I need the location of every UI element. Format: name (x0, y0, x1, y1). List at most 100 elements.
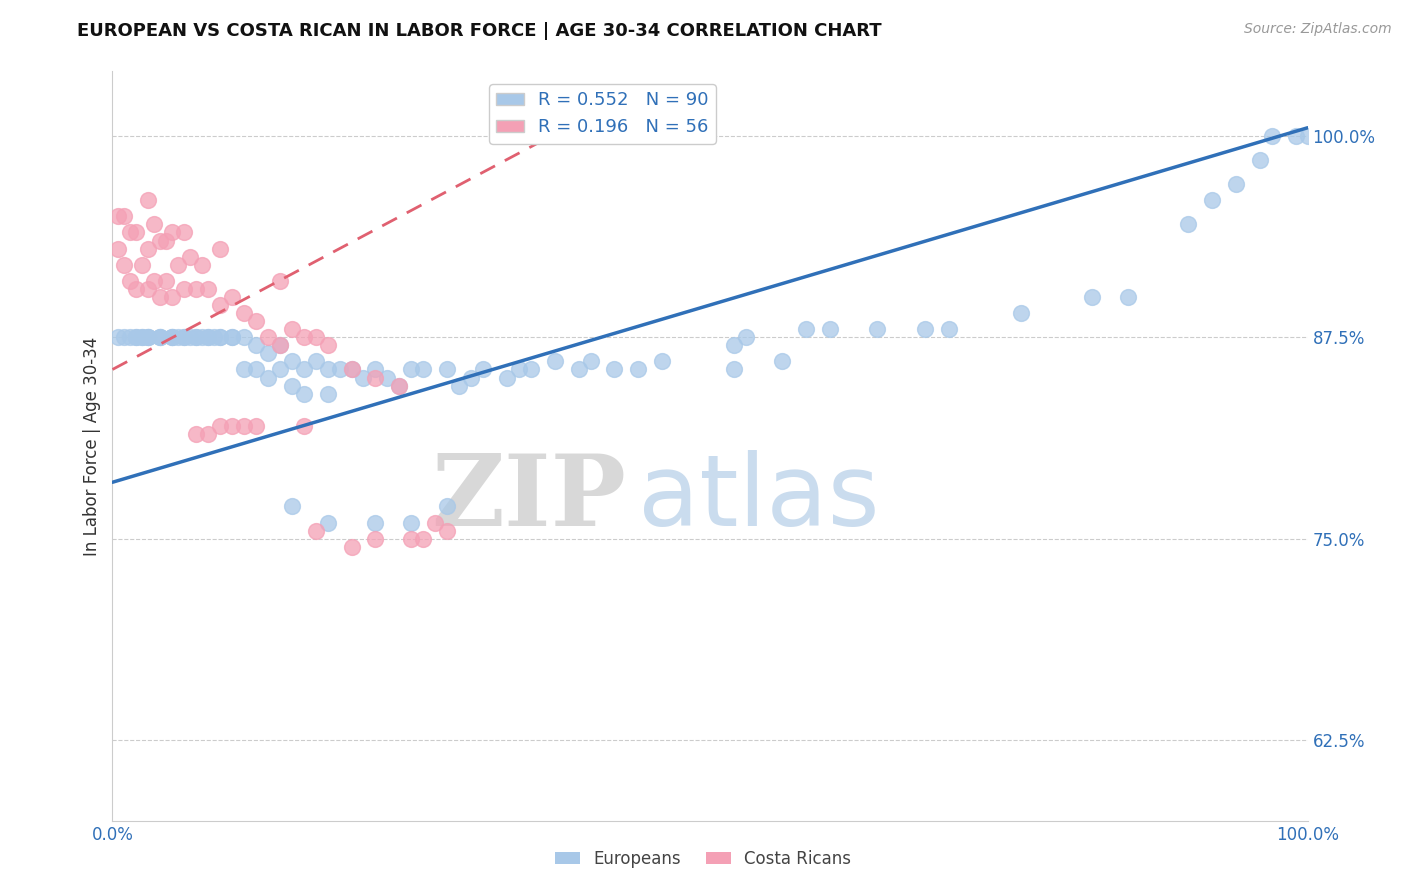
Point (281, 500, 304, 514)
Point (1261, 128, 1284, 143)
Point (1201, 194, 1223, 208)
Point (412, 532, 434, 546)
Point (114, 258, 135, 272)
Point (1081, 290, 1104, 304)
Point (143, 274, 166, 288)
Point (568, 362, 591, 376)
Point (191, 258, 214, 272)
Point (245, 418, 267, 433)
Point (914, 322, 936, 336)
Point (138, 330, 160, 344)
Point (401, 516, 423, 530)
Point (388, 378, 411, 392)
Point (281, 354, 304, 368)
Point (292, 362, 315, 376)
Point (364, 516, 387, 530)
Point (281, 378, 304, 392)
Point (1225, 177, 1247, 191)
Point (209, 330, 232, 344)
Point (352, 370, 374, 384)
Point (197, 330, 219, 344)
Point (155, 274, 177, 288)
Point (138, 282, 160, 296)
Point (202, 330, 225, 344)
Point (209, 330, 232, 344)
Point (364, 362, 387, 376)
Point (401, 362, 423, 376)
Point (233, 330, 256, 344)
Point (938, 322, 960, 336)
Point (281, 322, 304, 336)
Point (173, 226, 195, 240)
Point (197, 330, 219, 344)
Point (167, 330, 190, 344)
Point (292, 386, 315, 401)
Point (770, 354, 793, 368)
Point (107, 210, 129, 224)
Point (269, 338, 291, 352)
Point (167, 258, 190, 272)
Point (292, 418, 315, 433)
Point (627, 362, 650, 376)
Point (269, 274, 291, 288)
Point (131, 330, 153, 344)
Point (138, 330, 160, 344)
Point (496, 370, 519, 384)
Point (197, 282, 219, 296)
Point (191, 330, 214, 344)
Point (723, 362, 745, 376)
Point (173, 330, 195, 344)
Point (149, 290, 172, 304)
Point (125, 226, 148, 240)
Point (1177, 218, 1199, 232)
Point (173, 330, 195, 344)
Point (257, 370, 280, 384)
Point (233, 362, 256, 376)
Point (579, 354, 602, 368)
Point (735, 330, 758, 344)
Point (209, 298, 232, 312)
Point (186, 330, 208, 344)
Point (340, 362, 363, 376)
Point (120, 330, 142, 344)
Point (436, 500, 458, 514)
Point (155, 234, 177, 248)
Point (186, 426, 208, 441)
Point (1285, 128, 1308, 143)
Point (377, 370, 399, 384)
Point (233, 306, 256, 320)
Point (131, 258, 153, 272)
Point (245, 314, 267, 328)
Point (209, 418, 232, 433)
Point (818, 322, 841, 336)
Point (305, 354, 328, 368)
Point (138, 242, 160, 256)
Point (316, 362, 339, 376)
Point (305, 524, 328, 538)
Point (447, 378, 470, 392)
Point (316, 338, 339, 352)
Point (364, 532, 387, 546)
Point (125, 330, 148, 344)
Point (1296, 128, 1319, 143)
Point (651, 354, 673, 368)
Point (120, 274, 142, 288)
Point (120, 226, 142, 240)
Point (292, 330, 315, 344)
Point (425, 516, 447, 530)
Point (866, 322, 889, 336)
Point (138, 330, 160, 344)
Point (1118, 290, 1140, 304)
Legend: R = 0.552   N = 90, R = 0.196   N = 56: R = 0.552 N = 90, R = 0.196 N = 56 (489, 84, 716, 144)
Point (245, 338, 267, 352)
Point (186, 282, 208, 296)
Point (186, 330, 208, 344)
Point (125, 282, 148, 296)
Point (508, 362, 530, 376)
Point (257, 346, 280, 360)
Point (1249, 153, 1271, 167)
Point (436, 362, 458, 376)
Point (149, 330, 172, 344)
Point (143, 218, 166, 232)
Point (131, 330, 153, 344)
